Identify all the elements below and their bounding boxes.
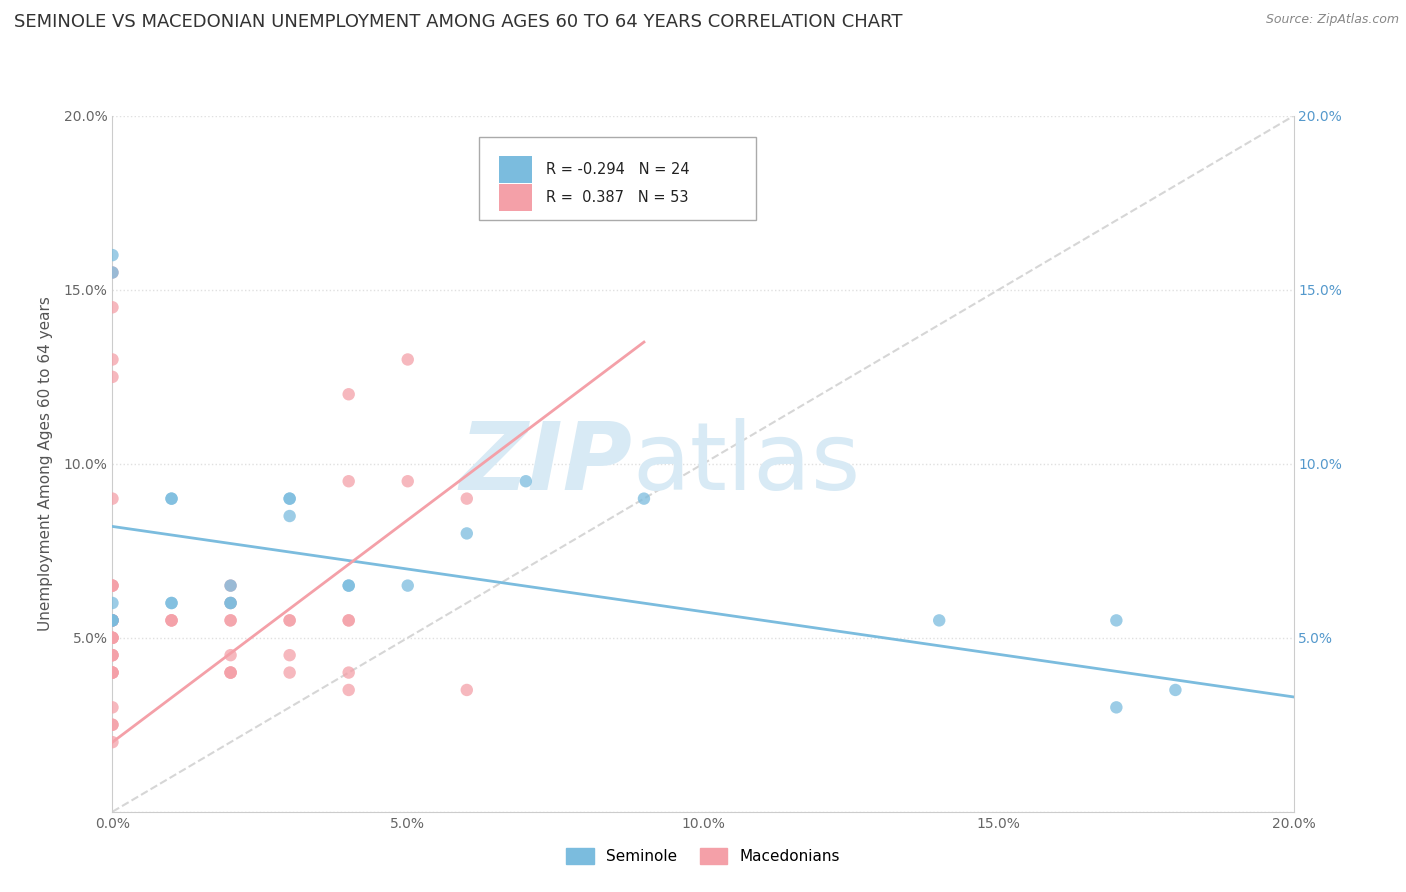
Point: [219, 665, 242, 680]
Point: [160, 491, 183, 506]
Point: [396, 578, 419, 592]
Text: SEMINOLE VS MACEDONIAN UNEMPLOYMENT AMONG AGES 60 TO 64 YEARS CORRELATION CHART: SEMINOLE VS MACEDONIAN UNEMPLOYMENT AMON…: [14, 13, 903, 31]
Text: ZIP: ZIP: [460, 417, 633, 510]
Point: [101, 648, 124, 662]
Point: [219, 614, 242, 628]
Point: [219, 578, 242, 592]
Point: [101, 614, 124, 628]
Point: [337, 614, 360, 628]
Point: [337, 614, 360, 628]
Point: [633, 196, 655, 211]
Point: [101, 665, 124, 680]
Text: R = -0.294   N = 24: R = -0.294 N = 24: [546, 161, 689, 177]
Point: [101, 300, 124, 315]
FancyBboxPatch shape: [478, 136, 756, 220]
Point: [101, 648, 124, 662]
Point: [101, 614, 124, 628]
Point: [160, 614, 183, 628]
Point: [101, 648, 124, 662]
Point: [337, 578, 360, 592]
Point: [160, 491, 183, 506]
Point: [101, 735, 124, 749]
Point: [456, 491, 478, 506]
Point: [278, 648, 301, 662]
Point: [278, 665, 301, 680]
Point: [337, 665, 360, 680]
Point: [219, 596, 242, 610]
Point: [456, 683, 478, 698]
Point: [219, 614, 242, 628]
Text: atlas: atlas: [633, 417, 860, 510]
Point: [101, 665, 124, 680]
Point: [278, 491, 301, 506]
Point: [337, 683, 360, 698]
Point: [101, 266, 124, 280]
Bar: [499, 156, 531, 183]
Point: [219, 578, 242, 592]
Point: [219, 596, 242, 610]
Point: [101, 717, 124, 731]
Point: [278, 614, 301, 628]
Point: [278, 491, 301, 506]
Point: [101, 717, 124, 731]
Point: [219, 648, 242, 662]
Point: [1164, 683, 1187, 698]
Point: [219, 596, 242, 610]
Point: [396, 474, 419, 488]
Point: [337, 578, 360, 592]
Bar: [499, 185, 531, 211]
Point: [101, 665, 124, 680]
Point: [101, 266, 124, 280]
Point: [101, 631, 124, 645]
Point: [101, 596, 124, 610]
Point: [160, 614, 183, 628]
Point: [219, 665, 242, 680]
Point: [101, 352, 124, 367]
Point: [160, 596, 183, 610]
Point: [396, 352, 419, 367]
Point: [101, 578, 124, 592]
Point: [101, 578, 124, 592]
Point: [101, 614, 124, 628]
Point: [160, 614, 183, 628]
Text: Source: ZipAtlas.com: Source: ZipAtlas.com: [1265, 13, 1399, 27]
Point: [101, 614, 124, 628]
Point: [101, 700, 124, 714]
Point: [1105, 700, 1128, 714]
Point: [278, 508, 301, 523]
Point: [101, 631, 124, 645]
Point: [1105, 614, 1128, 628]
Point: [278, 614, 301, 628]
Point: [456, 526, 478, 541]
Point: [101, 665, 124, 680]
Point: [928, 614, 950, 628]
Point: [337, 387, 360, 401]
Point: [101, 369, 124, 384]
Point: [101, 631, 124, 645]
Text: R =  0.387   N = 53: R = 0.387 N = 53: [546, 190, 689, 205]
Point: [101, 614, 124, 628]
Point: [101, 491, 124, 506]
Point: [219, 665, 242, 680]
Point: [101, 614, 124, 628]
Point: [101, 248, 124, 262]
Y-axis label: Unemployment Among Ages 60 to 64 years: Unemployment Among Ages 60 to 64 years: [38, 296, 52, 632]
Point: [160, 596, 183, 610]
Point: [101, 631, 124, 645]
Legend: Seminole, Macedonians: Seminole, Macedonians: [560, 842, 846, 871]
Point: [633, 491, 655, 506]
Point: [337, 474, 360, 488]
Point: [101, 614, 124, 628]
Point: [101, 578, 124, 592]
Point: [515, 474, 537, 488]
